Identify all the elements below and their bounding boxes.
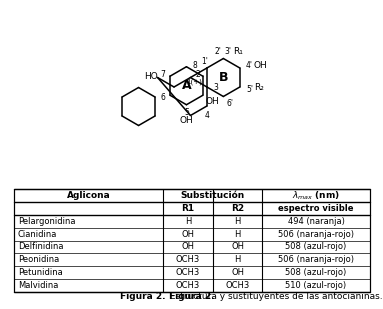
Text: 3: 3 — [213, 83, 218, 91]
Text: R₂: R₂ — [254, 83, 264, 91]
Text: Aglicona: Aglicona — [67, 191, 110, 200]
Text: A: A — [182, 79, 191, 92]
Text: Figura 2.: Figura 2. — [169, 292, 215, 301]
Text: B: B — [219, 71, 228, 84]
Text: R1: R1 — [182, 204, 195, 213]
Text: OH: OH — [182, 243, 195, 252]
Text: HO: HO — [144, 72, 158, 81]
Text: Cianidina: Cianidina — [18, 230, 57, 239]
Bar — [14, 189, 370, 292]
Text: R₁: R₁ — [233, 47, 243, 56]
Text: OH: OH — [182, 230, 195, 239]
Text: 1(+): 1(+) — [186, 79, 202, 85]
Text: OH: OH — [231, 243, 244, 252]
Text: R2: R2 — [231, 204, 244, 213]
Text: Substitución: Substitución — [180, 191, 245, 200]
Text: 494 (naranja): 494 (naranja) — [288, 217, 344, 226]
Text: 508 (azul-rojo): 508 (azul-rojo) — [285, 243, 347, 252]
Text: OCH3: OCH3 — [225, 281, 250, 290]
Text: OH: OH — [205, 97, 219, 106]
Text: Malvidina: Malvidina — [18, 281, 58, 290]
Text: 510 (azul-rojo): 510 (azul-rojo) — [285, 281, 347, 290]
Text: 506 (naranja-rojo): 506 (naranja-rojo) — [278, 255, 354, 264]
Text: H: H — [234, 255, 241, 264]
Text: 508 (azul-rojo): 508 (azul-rojo) — [285, 268, 347, 277]
Text: Estructura y sustituyentes de las antocianinas.: Estructura y sustituyentes de las antoci… — [167, 292, 383, 301]
Text: 1': 1' — [201, 57, 208, 66]
Text: Figura 2.: Figura 2. — [121, 292, 166, 301]
Text: OCH3: OCH3 — [176, 255, 200, 264]
Text: $\lambda_{max}$ (nm): $\lambda_{max}$ (nm) — [292, 189, 340, 202]
Text: 8: 8 — [192, 61, 197, 70]
Text: H: H — [234, 217, 241, 226]
Text: 5': 5' — [247, 84, 254, 94]
Text: espectro visible: espectro visible — [278, 204, 354, 213]
Text: 2': 2' — [215, 47, 222, 56]
Text: OH: OH — [180, 116, 193, 125]
Text: 5: 5 — [184, 108, 189, 117]
Text: OH: OH — [231, 268, 244, 277]
Text: 2: 2 — [195, 70, 200, 79]
Text: 4': 4' — [246, 61, 253, 70]
Text: Petunidina: Petunidina — [18, 268, 63, 277]
Text: 506 (naranja-rojo): 506 (naranja-rojo) — [278, 230, 354, 239]
Text: 4: 4 — [205, 111, 210, 120]
Text: OH: OH — [254, 61, 268, 70]
Text: Delfinidina: Delfinidina — [18, 243, 64, 252]
Text: 6: 6 — [160, 93, 165, 102]
Text: 6': 6' — [226, 99, 233, 108]
Text: H: H — [234, 230, 241, 239]
Text: Peonidina: Peonidina — [18, 255, 59, 264]
Text: 7: 7 — [160, 70, 165, 79]
Text: OCH3: OCH3 — [176, 281, 200, 290]
Text: Pelargonidina: Pelargonidina — [18, 217, 75, 226]
Text: 3': 3' — [225, 47, 232, 56]
Text: H: H — [185, 217, 191, 226]
Text: OCH3: OCH3 — [176, 268, 200, 277]
